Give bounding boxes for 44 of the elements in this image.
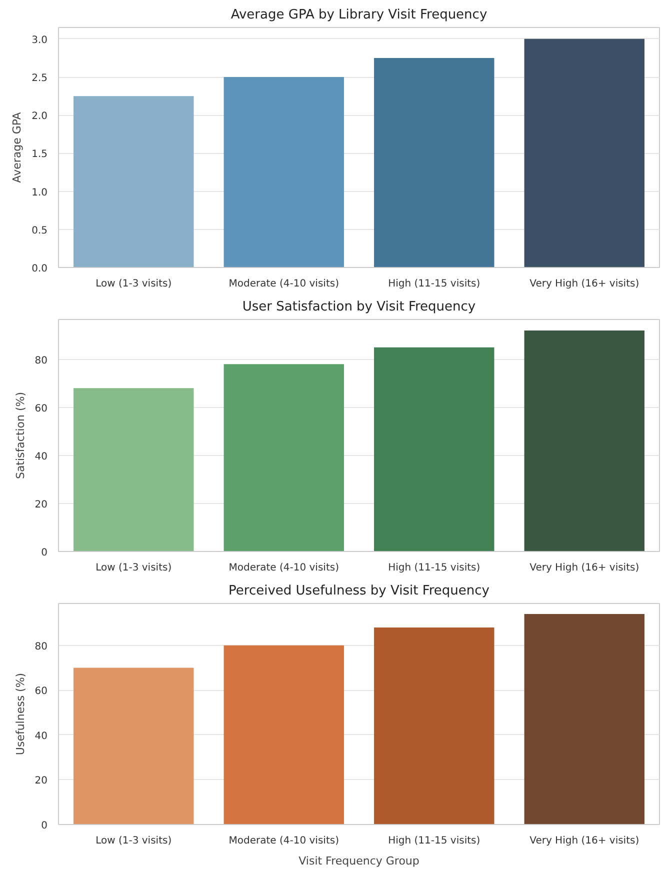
y-tick-label: 20: [34, 776, 48, 787]
bar: [74, 388, 194, 552]
x-tick-label: High (11-15 visits): [388, 562, 480, 574]
y-tick-label: 1.0: [32, 187, 48, 198]
chart-title: Average GPA by Library Visit Frequency: [230, 8, 488, 22]
x-axis-title: Visit Frequency Group: [298, 854, 420, 868]
chart-title: User Satisfaction by Visit Frequency: [242, 300, 476, 314]
y-axis-title: Average GPA: [10, 112, 24, 183]
y-tick-label: 80: [34, 641, 48, 652]
y-axis-title: Satisfaction (%): [14, 392, 27, 480]
bar: [224, 645, 344, 824]
bar: [374, 347, 494, 552]
x-tick-label: Very High (16+ visits): [530, 278, 640, 290]
x-tick-label: Low (1-3 visits): [96, 836, 172, 846]
x-tick-label: High (11-15 visits): [388, 278, 480, 290]
y-tick-label: 1.5: [32, 149, 48, 160]
y-tick-label: 60: [34, 403, 48, 414]
bar: [224, 364, 344, 552]
y-tick-label: 0.0: [32, 264, 48, 274]
bar: [524, 614, 644, 824]
bar: [524, 330, 644, 552]
y-tick-label: 80: [34, 355, 48, 366]
x-tick-label: Moderate (4-10 visits): [228, 278, 340, 290]
y-tick-label: 0: [41, 548, 48, 558]
y-tick-label: 40: [34, 451, 48, 462]
x-tick-label: Moderate (4-10 visits): [228, 836, 340, 846]
x-tick-label: High (11-15 visits): [388, 836, 480, 846]
y-tick-label: 0.5: [32, 225, 48, 236]
x-tick-label: Very High (16+ visits): [530, 562, 640, 574]
y-axis-title: Usefulness (%): [14, 672, 27, 756]
y-tick-label: 40: [34, 730, 48, 742]
y-tick-label: 3.0: [32, 34, 48, 46]
y-tick-label: 2.5: [32, 73, 48, 84]
x-tick-label: Low (1-3 visits): [96, 562, 172, 574]
x-tick-label: Very High (16+ visits): [530, 836, 640, 846]
bar: [74, 668, 194, 824]
y-tick-label: 20: [34, 499, 48, 510]
x-tick-label: Moderate (4-10 visits): [228, 562, 340, 574]
x-tick-label: Low (1-3 visits): [96, 278, 172, 290]
chart-title: Perceived Usefulness by Visit Frequency: [228, 584, 490, 598]
y-tick-label: 0: [41, 820, 48, 832]
y-tick-label: 2.0: [32, 111, 48, 122]
bar: [374, 627, 494, 824]
y-tick-label: 60: [34, 686, 48, 698]
